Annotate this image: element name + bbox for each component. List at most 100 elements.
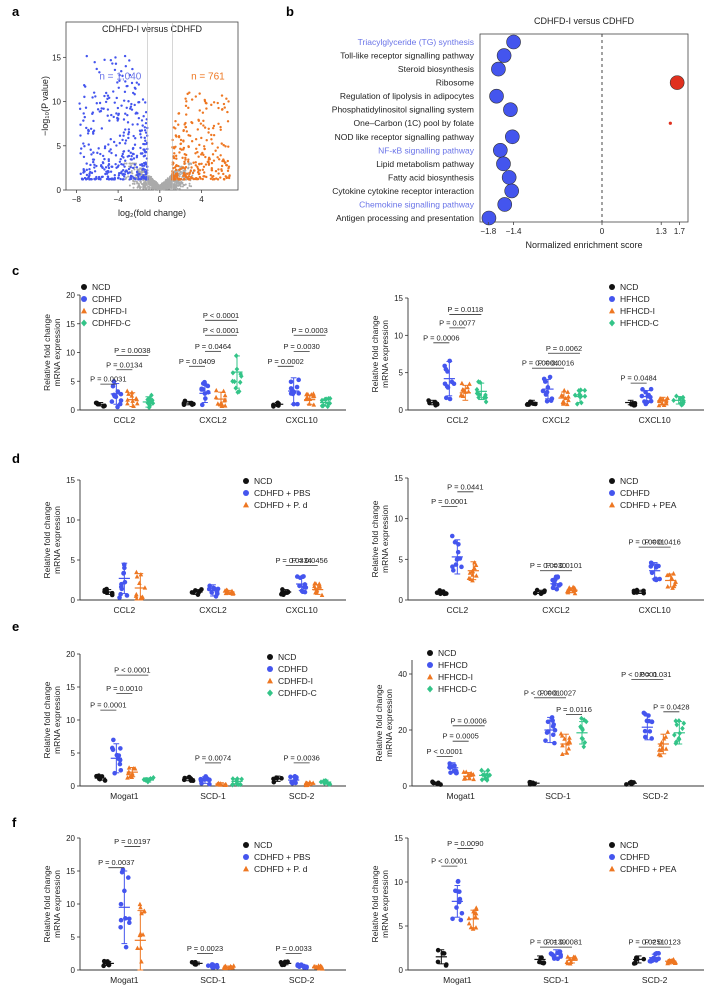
up-point <box>184 97 187 100</box>
legend-label: HFHCD-I <box>620 306 655 316</box>
data-point <box>450 916 455 922</box>
down-point <box>144 121 148 125</box>
p-value-label: P = 0.0123 <box>644 938 680 947</box>
y-tick-label: 15 <box>66 867 75 876</box>
ns-point <box>175 182 178 185</box>
down-point <box>115 96 118 100</box>
ns-point <box>127 175 130 178</box>
category-label: SCD-2 <box>289 791 315 801</box>
p-value-label: P = 0.0464 <box>195 342 231 351</box>
down-point <box>105 177 109 181</box>
down-point <box>103 94 106 98</box>
data-point <box>550 732 556 738</box>
p-value-label: P = 0.0441 <box>447 482 483 491</box>
data-point <box>434 590 440 595</box>
y-tick-label: 10 <box>52 98 61 107</box>
legend-label: CDHFD <box>620 852 650 862</box>
p-value-label: P = 0.0030 <box>530 561 566 570</box>
up-point <box>210 161 214 165</box>
data-point <box>101 963 106 969</box>
up-point <box>207 127 210 131</box>
up-point <box>209 177 213 181</box>
ns-point <box>186 186 189 189</box>
down-point <box>85 126 88 130</box>
x-axis-label: log₂(fold change) <box>118 208 186 218</box>
up-point <box>202 145 206 148</box>
category-label: CCL2 <box>446 415 468 425</box>
down-point <box>133 143 137 146</box>
down-point <box>101 161 105 165</box>
down-point <box>83 144 86 148</box>
category-label: Mogat1 <box>110 975 139 985</box>
up-point <box>216 156 219 159</box>
data-point <box>674 722 680 728</box>
data-point <box>466 920 472 926</box>
up-point <box>175 157 178 160</box>
category-label: SCD-1 <box>545 791 571 801</box>
up-point <box>202 171 206 174</box>
legend-marker <box>81 307 87 314</box>
down-point <box>120 162 123 166</box>
up-point <box>228 174 231 177</box>
up-point <box>205 139 208 142</box>
up-point <box>204 155 207 159</box>
up-point <box>184 125 188 129</box>
ns-point <box>137 182 140 185</box>
x-tick-label: 0 <box>600 227 605 236</box>
data-point <box>138 571 144 577</box>
data-point <box>109 399 115 404</box>
up-point <box>184 156 187 160</box>
data-point <box>426 398 431 403</box>
down-point <box>128 171 131 174</box>
x-tick-label: −8 <box>72 195 82 204</box>
up-point <box>174 178 177 181</box>
y-axis-label-line1: Relative fold change <box>42 865 52 942</box>
data-point <box>202 379 207 385</box>
pathway-label: NOD like receptor signalling pathway <box>335 132 475 142</box>
down-point <box>104 100 108 104</box>
x-tick-label: 4 <box>199 195 204 204</box>
ns-point <box>184 169 187 172</box>
data-point <box>327 395 333 402</box>
down-point <box>139 152 143 155</box>
legend-marker <box>81 319 87 327</box>
data-point <box>238 373 244 379</box>
y-axis-label-line2: mRNA expression <box>380 870 390 938</box>
up-point <box>182 146 186 150</box>
down-point <box>93 166 96 169</box>
data-point <box>137 901 143 907</box>
down-point <box>101 154 105 158</box>
up-point <box>194 177 198 180</box>
up-point <box>173 152 176 155</box>
dot-plot-e2: 0 20 40 Relative fold change mRNA expression… <box>374 648 704 801</box>
down-point <box>108 119 111 122</box>
ns-point <box>147 187 150 190</box>
data-point <box>207 781 212 787</box>
p-value-label: P < 0.0001 <box>431 857 467 866</box>
legend-marker <box>427 685 433 693</box>
data-point <box>661 397 666 402</box>
data-point <box>547 374 553 380</box>
down-point <box>100 107 103 110</box>
down-point <box>90 178 93 181</box>
y-axis-label-line1: Relative fold change <box>42 681 52 758</box>
p-value-label: P = 0.0027 <box>540 688 576 697</box>
up-point <box>202 119 205 123</box>
down-point <box>113 174 116 177</box>
y-tick-label: 5 <box>399 555 404 564</box>
data-point <box>115 404 120 410</box>
p-value-label: P = 0.0030 <box>283 342 319 351</box>
down-point <box>85 162 88 165</box>
up-point <box>173 175 176 179</box>
ns-point <box>130 164 133 167</box>
down-point <box>122 178 125 181</box>
category-label: SCD-1 <box>200 975 226 985</box>
data-point <box>118 901 124 907</box>
enrichment-point <box>496 48 512 63</box>
down-point <box>144 139 147 142</box>
down-point <box>105 170 108 173</box>
p-value-label: P = 0.0116 <box>556 705 592 714</box>
data-point <box>649 736 654 741</box>
data-point <box>631 961 637 966</box>
dot-plot-f1: 0 5 10 15 20 Relative fold change mRNA express… <box>42 834 346 985</box>
